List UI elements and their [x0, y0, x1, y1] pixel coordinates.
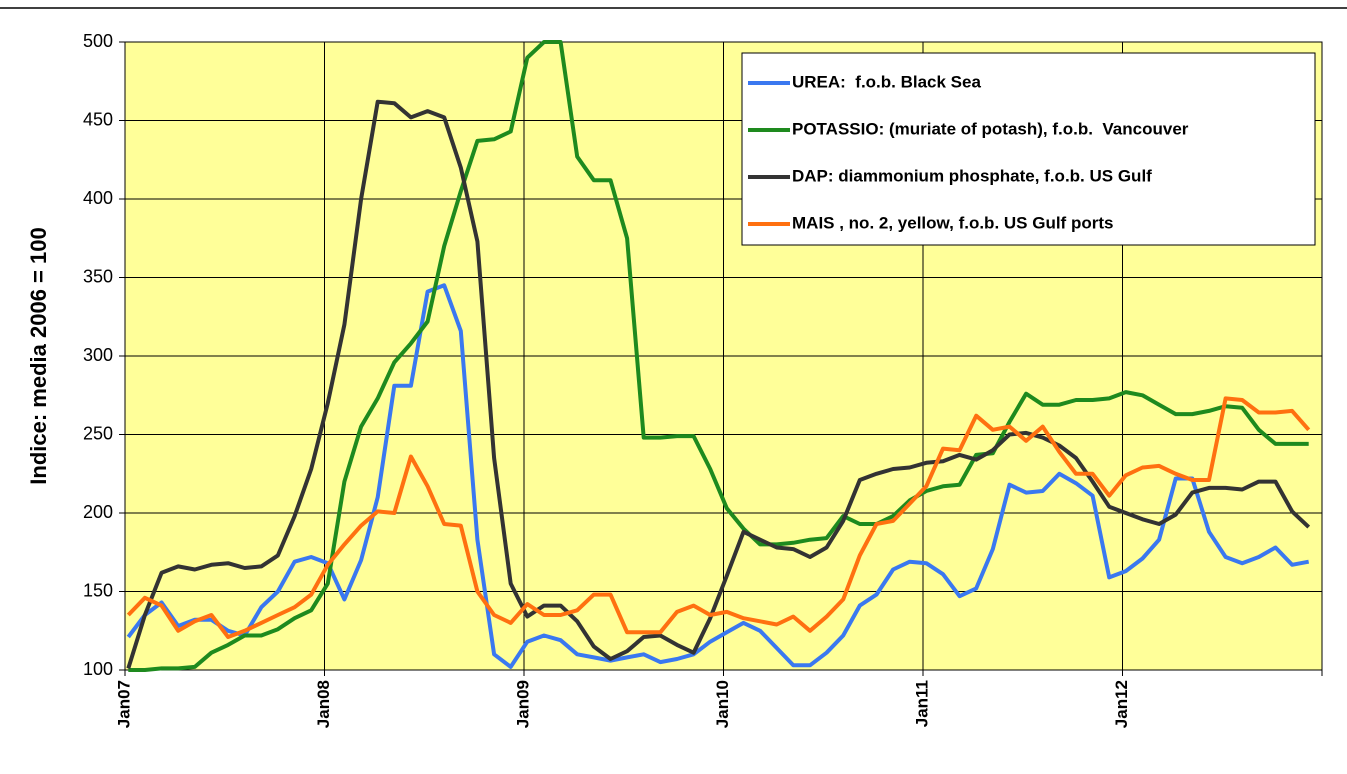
- y-tick-label: 300: [83, 345, 113, 365]
- series-line: [128, 40, 1309, 672]
- plot-border: [124, 41, 1323, 671]
- legend-label: MAIS , no. 2, yellow, f.o.b. US Gulf por…: [792, 213, 1113, 232]
- y-tick-label: 400: [83, 188, 113, 208]
- x-tick-label: Jan08: [314, 680, 333, 728]
- legend-label: UREA: f.o.b. Black Sea: [792, 72, 981, 91]
- legend-label: DAP: diammonium phosphate, f.o.b. US Gul…: [792, 166, 1152, 185]
- x-tick-label: Jan10: [713, 680, 732, 728]
- legend-label: POTASSIO: (muriate of potash), f.o.b. Va…: [792, 119, 1189, 138]
- y-tick-label: 150: [83, 580, 113, 600]
- y-tick-label: 250: [83, 423, 113, 443]
- x-tick-label: Jan12: [1112, 680, 1131, 728]
- series-line: [126, 396, 1311, 639]
- y-tick-label: 200: [83, 502, 113, 522]
- y-axis-label: Indice: media 2006 = 100: [26, 227, 51, 484]
- series-line: [126, 283, 1310, 669]
- x-tick-label: Jan09: [513, 680, 532, 728]
- y-tick-label: 500: [83, 31, 113, 51]
- y-tick-label: 100: [83, 659, 113, 679]
- x-tick-label: Jan11: [912, 680, 931, 727]
- legend-box: [741, 52, 1316, 246]
- series-line: [126, 99, 1311, 669]
- x-tick-label: Jan07: [114, 680, 133, 728]
- y-tick-label: 450: [83, 109, 113, 129]
- y-tick-label: 350: [83, 266, 113, 286]
